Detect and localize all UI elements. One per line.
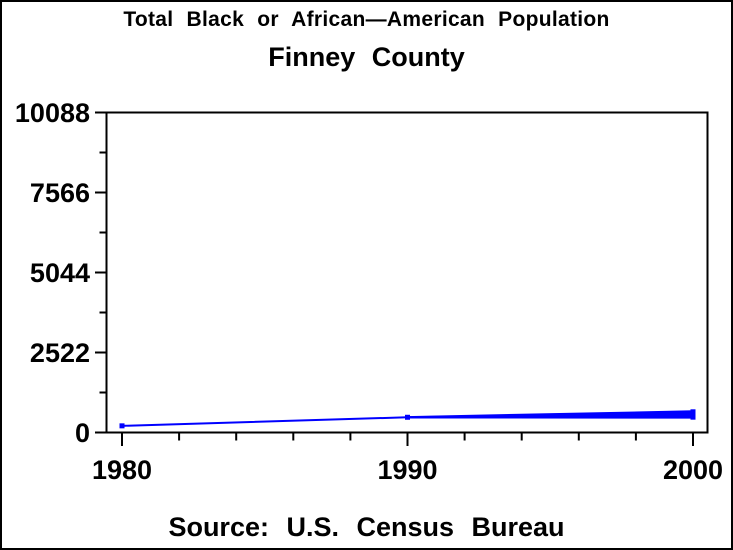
data-point-marker (119, 423, 125, 429)
x-tick-label: 1990 (377, 455, 437, 485)
x-tick-label: 2000 (663, 455, 723, 485)
data-point-marker (690, 411, 696, 417)
data-point-marker (405, 414, 410, 420)
y-tick-label: 10088 (15, 98, 90, 128)
y-tick-label: 5044 (30, 258, 90, 288)
y-tick-label: 0 (75, 418, 90, 448)
source-footnote: Source: U.S. Census Bureau (168, 512, 565, 542)
chart-title: Total Black or African—American Populati… (123, 8, 610, 31)
chart-subtitle: Finney County (268, 42, 465, 72)
y-tick-label: 2522 (30, 338, 90, 368)
y-tick-label: 7566 (30, 178, 90, 208)
plot-frame (105, 111, 709, 434)
x-tick-label: 1980 (92, 455, 152, 485)
